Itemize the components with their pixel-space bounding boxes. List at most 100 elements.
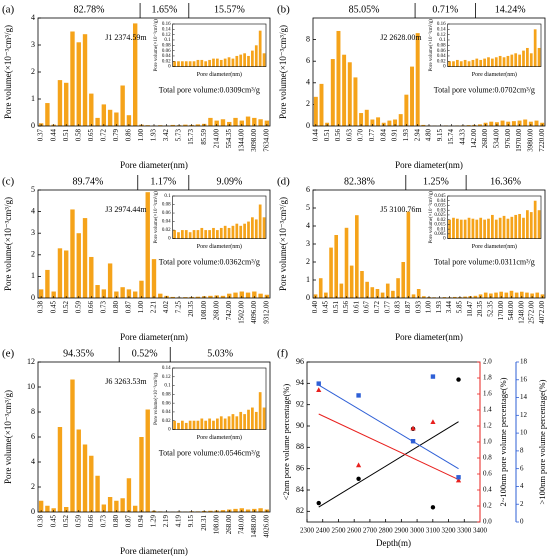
bar: [82, 444, 88, 512]
x-tick-label: 108.00: [200, 301, 208, 321]
x-tick-label: 2.94: [413, 129, 421, 142]
marker: [316, 381, 321, 386]
inset-bar: [487, 57, 490, 67]
inset-bar: [196, 230, 200, 239]
inset-bar: [208, 418, 211, 430]
y-tick-label: 2: [306, 99, 310, 108]
bar: [51, 291, 56, 298]
fit-line: [318, 413, 459, 481]
bar: [329, 247, 333, 298]
y-tick-label: 5: [31, 185, 35, 194]
inset-bar: [204, 61, 208, 67]
bar: [517, 120, 522, 126]
bar: [504, 292, 509, 298]
x-tick-label: 3400: [473, 527, 488, 535]
inset-bar: [459, 61, 463, 67]
inset-y-tick-label: 0.12: [162, 33, 171, 38]
inset-bar: [251, 407, 254, 430]
x-tick-label: 1.00: [425, 301, 433, 314]
bar: [183, 124, 188, 126]
bar: [360, 271, 364, 298]
inset-bar: [262, 407, 266, 430]
bar: [151, 259, 157, 298]
bar: [57, 248, 63, 298]
y-tick-label: 8: [31, 407, 35, 416]
y3-tick-label: 2: [520, 500, 524, 508]
x-axis-title: Depth(m): [376, 538, 411, 548]
x-tick-label: 976.00: [504, 128, 512, 148]
x-tick-label: 0.59: [74, 301, 82, 314]
x-tick-label: 1.00: [137, 301, 145, 314]
x-tick-label: 0.52: [62, 515, 70, 528]
bar: [342, 54, 347, 126]
segment-percent: 16.36%: [490, 176, 521, 187]
inset-bar: [502, 57, 506, 67]
inset-bar: [200, 418, 204, 430]
x-tick-label: 1970.00: [515, 129, 523, 152]
bar: [64, 82, 69, 126]
inset-bar: [254, 411, 258, 430]
inset-bar: [192, 61, 196, 67]
x-tick-label: 2800: [379, 527, 394, 535]
bar: [463, 296, 467, 298]
plot-frame: [37, 361, 271, 513]
x-tick-label: 0.61: [352, 301, 360, 314]
inset-bar: [483, 219, 486, 239]
inset-y-tick-label: 0.04: [437, 199, 446, 204]
inset-y-tick-label: 0.16: [437, 22, 446, 27]
inset-y-tick-label: 0.08: [162, 43, 171, 48]
inset-y-tick-label: 0.02: [162, 59, 171, 64]
plot-frame: [312, 189, 546, 299]
inset-bar: [239, 225, 243, 239]
bar: [195, 124, 201, 126]
bar: [107, 263, 113, 298]
bar: [126, 115, 132, 126]
bar: [239, 291, 244, 298]
bar: [525, 292, 529, 298]
bar: [364, 109, 369, 126]
y-tick-label: 0: [306, 293, 310, 302]
bar: [220, 119, 226, 126]
y2-tick-label: 2.0: [483, 358, 492, 366]
bar: [227, 293, 232, 298]
y3-axis-title: >100nm pore volume percentage(%): [537, 379, 547, 504]
x-tick-label: 2500: [331, 527, 346, 535]
bar: [70, 379, 75, 512]
x-tick-label: 1.00: [137, 129, 145, 142]
x-tick-label: 0.51: [62, 129, 70, 142]
y3-tick-label: 14: [520, 393, 528, 401]
bar: [252, 291, 257, 298]
inset-y-tick-label: 0.03: [437, 208, 446, 213]
x-axis-title: Pore diameter(nm): [395, 160, 463, 170]
x-tick-label: 1248.00: [517, 301, 525, 324]
inset-bar: [522, 217, 525, 239]
inset-bar: [506, 218, 510, 239]
y-tick-label: 0: [31, 293, 35, 302]
inset-bar: [173, 61, 176, 67]
inset-bar: [262, 217, 266, 239]
segment-percent: 0.71%: [432, 4, 458, 15]
inset-bar: [227, 416, 231, 430]
bar: [347, 62, 352, 126]
bar: [139, 437, 144, 512]
segment-percent: 0.52%: [132, 348, 158, 359]
x-tick-label: 0.86: [125, 129, 133, 142]
inset-bar: [463, 59, 467, 67]
well-label: J6 3263.53m: [105, 377, 147, 386]
inset-bar: [204, 230, 208, 239]
bar: [233, 292, 238, 298]
bar: [489, 293, 493, 298]
inset-bar: [506, 55, 510, 67]
x-tick-label: 5.73: [175, 129, 183, 142]
inset-bar: [212, 420, 215, 430]
inset-y-tick-label: 0.16: [162, 22, 171, 27]
bar: [183, 297, 188, 298]
y2-tick-label: 1.0: [483, 438, 492, 446]
inset-y-tick-label: 0.1: [164, 384, 171, 389]
bar: [38, 500, 44, 512]
y-tick-label: 2: [31, 482, 35, 491]
y-tick-label: 0: [306, 121, 310, 130]
bar: [57, 427, 63, 512]
bar: [64, 507, 69, 512]
y-tick-label: 96: [296, 357, 304, 366]
